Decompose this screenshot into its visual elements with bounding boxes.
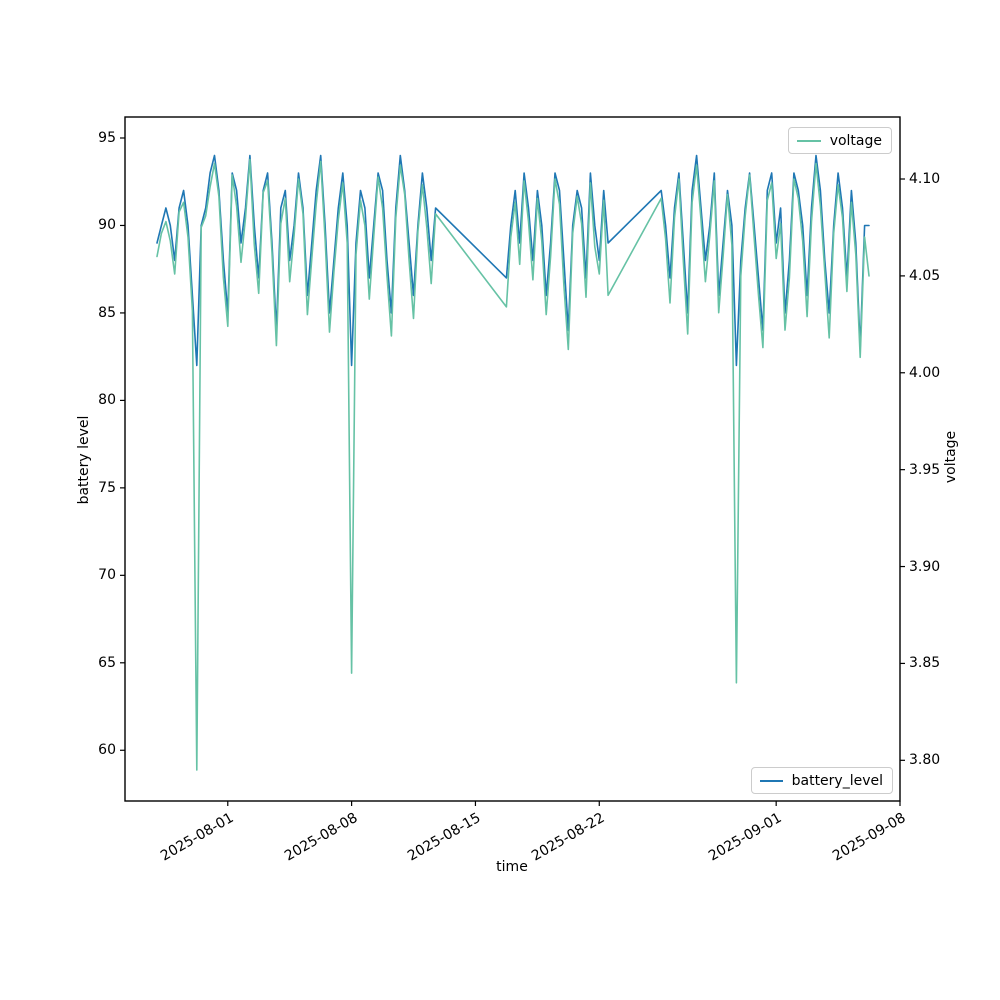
x-axis-label: time: [496, 859, 528, 875]
legend-voltage-line-sample: [797, 139, 821, 142]
y-tick-label-right: 3.95: [909, 461, 941, 478]
legend-battery-level-label: battery_level: [791, 772, 883, 789]
y-tick-label-right: 3.80: [909, 752, 941, 769]
legend-battery-level: battery_level: [751, 767, 893, 794]
y-axis-label-right: voltage: [943, 430, 959, 484]
legend-voltage-label: voltage: [829, 132, 882, 149]
series-line-voltage: [156, 158, 870, 771]
y-axis-label-left: battery level: [76, 415, 92, 505]
y-tick-label-right: 3.85: [909, 655, 941, 672]
legend-battery-level-line-sample: [760, 779, 783, 782]
y-tick-label-left: 75: [98, 479, 116, 496]
axes-spines: [124, 116, 901, 802]
y-tick-label-left: 85: [98, 304, 116, 321]
y-tick-label-left: 95: [98, 129, 116, 146]
y-tick-label-right: 4.10: [909, 171, 941, 187]
y-tick-label-left: 70: [98, 567, 116, 584]
y-tick-label-left: 65: [98, 654, 116, 671]
y-tick-label-right: 4.05: [909, 267, 941, 284]
y-tick-label-right: 4.00: [909, 364, 941, 381]
legend-voltage: voltage: [788, 127, 892, 154]
y-tick-label-left: 60: [98, 742, 116, 759]
y-tick-label-left: 80: [98, 392, 116, 409]
y-tick-label-left: 90: [98, 217, 116, 234]
y-tick-label-right: 3.90: [909, 558, 941, 575]
